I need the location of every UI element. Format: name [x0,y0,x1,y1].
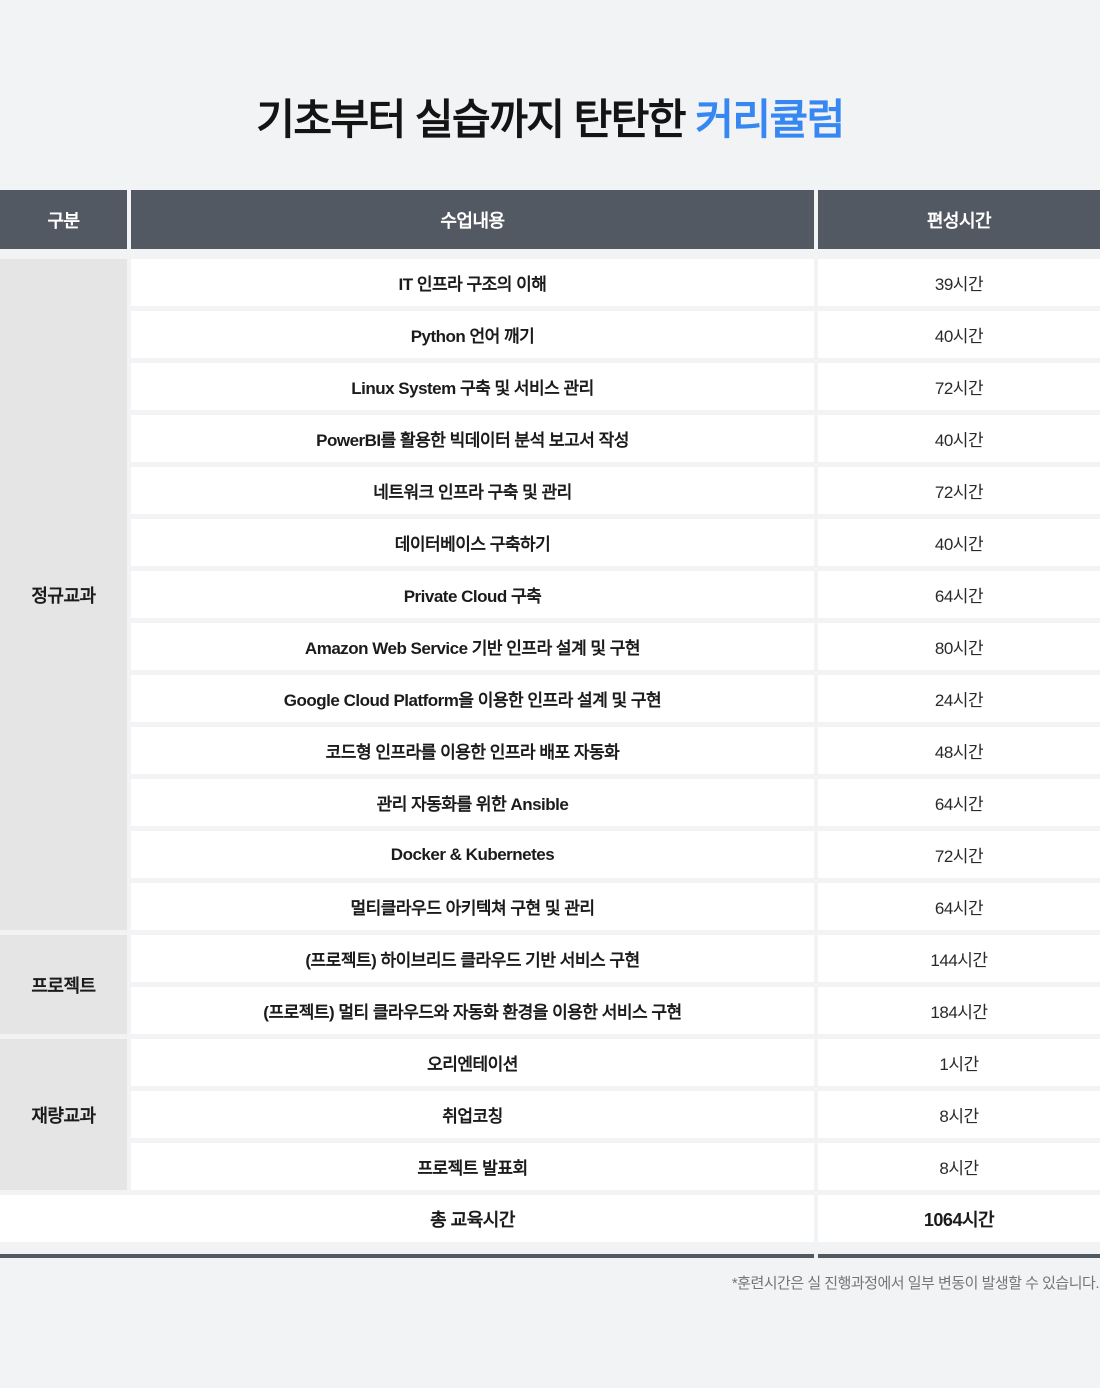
bottom-rule [0,1254,1100,1258]
header-cell-category: 구분 [0,190,127,249]
course-cell: Docker & Kubernetes [131,831,814,878]
curriculum-table: 구분 수업내용 편성시간 정규교과 프로젝트 재량교과 IT 인프라 구조의 이해 3… [0,190,1100,1293]
header-cell-content: 수업내용 [131,190,814,249]
total-hours-cell: 1064시간 [818,1195,1100,1242]
hours-cell: 8시간 [818,1143,1100,1190]
hours-cell: 8시간 [818,1091,1100,1138]
page-title-text: 기초부터 실습까지 탄탄한 [256,96,696,143]
table-row: PowerBI를 활용한 빅데이터 분석 보고서 작성 40시간 [131,415,1100,462]
table-row: IT 인프라 구조의 이해 39시간 [131,259,1100,306]
course-cell: 프로젝트 발표회 [131,1143,814,1190]
course-cell: PowerBI를 활용한 빅데이터 분석 보고서 작성 [131,415,814,462]
table-row: 관리 자동화를 위한 Ansible 64시간 [131,779,1100,826]
category-group-cell: 프로젝트 [0,935,127,1034]
course-cell: Google Cloud Platform을 이용한 인프라 설계 및 구현 [131,675,814,722]
hours-cell: 24시간 [818,675,1100,722]
table-row: Python 언어 깨기 40시간 [131,311,1100,358]
course-cell: (프로젝트) 하이브리드 클라우드 기반 서비스 구현 [131,935,814,982]
table-header-row: 구분 수업내용 편성시간 [0,190,1100,249]
category-column: 정규교과 프로젝트 재량교과 [0,259,127,1190]
hours-cell: 72시간 [818,467,1100,514]
course-cell: (프로젝트) 멀티 클라우드와 자동화 환경을 이용한 서비스 구현 [131,987,814,1034]
course-cell: Amazon Web Service 기반 인프라 설계 및 구현 [131,623,814,670]
hours-cell: 72시간 [818,363,1100,410]
course-cell: Linux System 구축 및 서비스 관리 [131,363,814,410]
table-row: (프로젝트) 하이브리드 클라우드 기반 서비스 구현 144시간 [131,935,1100,982]
table-row: 멀티클라우드 아키텍쳐 구현 및 관리 64시간 [131,883,1100,930]
table-row: Docker & Kubernetes 72시간 [131,831,1100,878]
hours-cell: 184시간 [818,987,1100,1034]
course-cell: 코드형 인프라를 이용한 인프라 배포 자동화 [131,727,814,774]
course-cell: 관리 자동화를 위한 Ansible [131,779,814,826]
hours-cell: 64시간 [818,779,1100,826]
table-row: 오리엔테이션 1시간 [131,1039,1100,1086]
table-row: Linux System 구축 및 서비스 관리 72시간 [131,363,1100,410]
page-title: 기초부터 실습까지 탄탄한 커리큘럼 [0,96,1100,144]
header-cell-hours: 편성시간 [818,190,1100,249]
hours-cell: 80시간 [818,623,1100,670]
total-row: 총 교육시간 1064시간 [0,1195,1100,1242]
page-title-highlight: 커리큘럼 [695,96,845,143]
table-body: 정규교과 프로젝트 재량교과 IT 인프라 구조의 이해 39시간 Python 언어 … [0,259,1100,1190]
course-cell: 멀티클라우드 아키텍쳐 구현 및 관리 [131,883,814,930]
hours-cell: 72시간 [818,831,1100,878]
hours-cell: 40시간 [818,519,1100,566]
course-cell: 네트워크 인프라 구축 및 관리 [131,467,814,514]
course-cell: Private Cloud 구축 [131,571,814,618]
hours-cell: 40시간 [818,415,1100,462]
table-row: 데이터베이스 구축하기 40시간 [131,519,1100,566]
hours-cell: 64시간 [818,571,1100,618]
bottom-rule-left-segment [0,1254,814,1258]
hours-cell: 48시간 [818,727,1100,774]
table-row: 네트워크 인프라 구축 및 관리 72시간 [131,467,1100,514]
hours-cell: 40시간 [818,311,1100,358]
table-row: 취업코칭 8시간 [131,1091,1100,1138]
category-group-cell: 재량교과 [0,1039,127,1190]
course-cell: 오리엔테이션 [131,1039,814,1086]
category-group-cell: 정규교과 [0,259,127,930]
table-row: (프로젝트) 멀티 클라우드와 자동화 환경을 이용한 서비스 구현 184시간 [131,987,1100,1034]
hours-cell: 64시간 [818,883,1100,930]
hours-cell: 1시간 [818,1039,1100,1086]
table-row: Amazon Web Service 기반 인프라 설계 및 구현 80시간 [131,623,1100,670]
hours-cell: 144시간 [818,935,1100,982]
course-cell: 데이터베이스 구축하기 [131,519,814,566]
course-cell: IT 인프라 구조의 이해 [131,259,814,306]
table-row: Google Cloud Platform을 이용한 인프라 설계 및 구현 24… [131,675,1100,722]
hours-cell: 39시간 [818,259,1100,306]
table-row: Private Cloud 구축 64시간 [131,571,1100,618]
table-row: 프로젝트 발표회 8시간 [131,1143,1100,1190]
footnote: *훈련시간은 실 진행과정에서 일부 변동이 발생할 수 있습니다. [731,1275,1100,1292]
bottom-rule-right-segment [818,1254,1100,1258]
table-row: 코드형 인프라를 이용한 인프라 배포 자동화 48시간 [131,727,1100,774]
course-cell: Python 언어 깨기 [131,311,814,358]
course-cell: 취업코칭 [131,1091,814,1138]
rows-column: IT 인프라 구조의 이해 39시간 Python 언어 깨기 40시간 Linux S… [131,259,1100,1190]
total-label-cell: 총 교육시간 [0,1195,814,1242]
